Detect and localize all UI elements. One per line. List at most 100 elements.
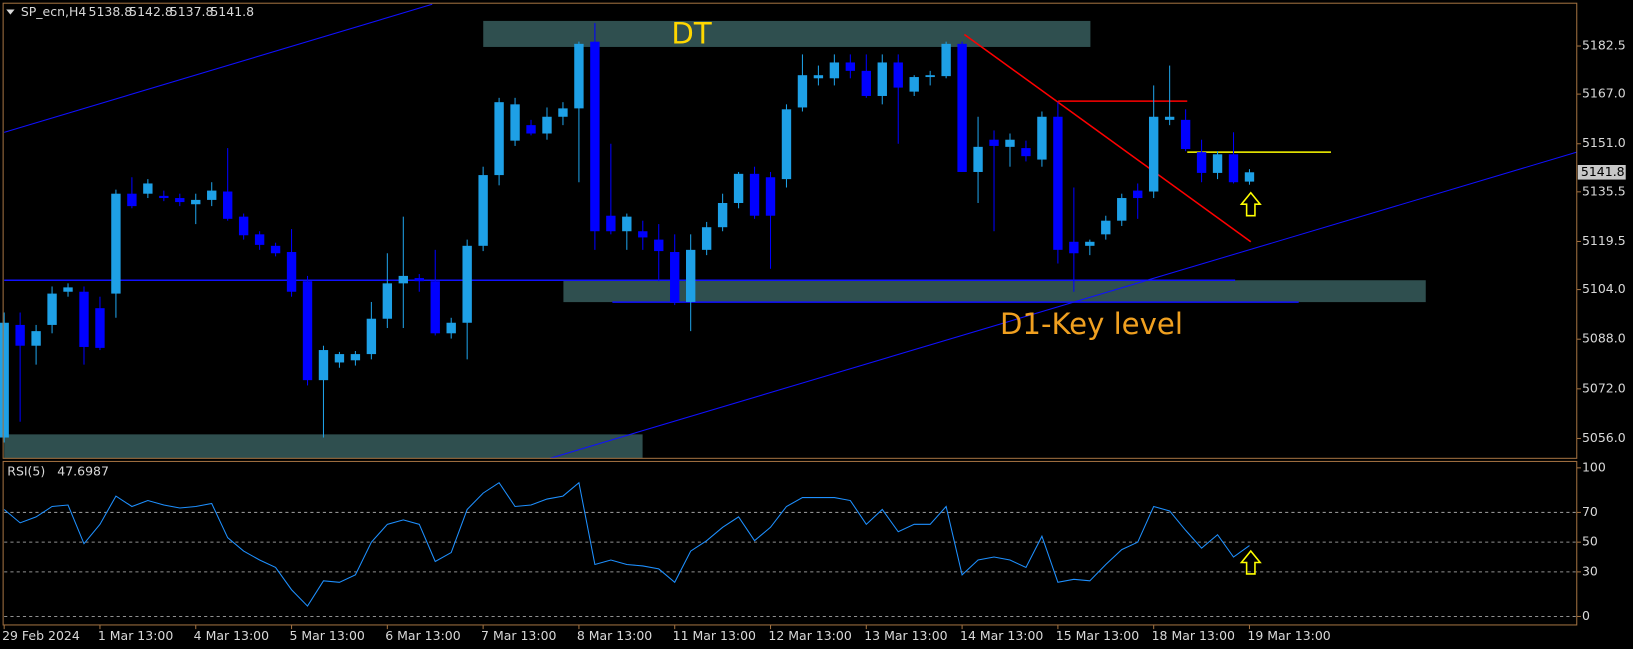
candle-body bbox=[701, 227, 712, 250]
candle-body bbox=[143, 183, 153, 194]
candle-body bbox=[1228, 154, 1239, 183]
candle-body bbox=[1021, 148, 1031, 157]
candle-body bbox=[1148, 116, 1159, 192]
candle-body bbox=[175, 198, 185, 203]
candle-body bbox=[1069, 241, 1079, 254]
candle-body bbox=[254, 234, 265, 245]
candle-body bbox=[414, 278, 424, 282]
rsi-name: RSI(5) bbox=[7, 463, 45, 478]
candle-body bbox=[749, 173, 760, 216]
y-tick-label: 5072.0 bbox=[1582, 380, 1626, 395]
y-tick-label: 5135.5 bbox=[1582, 183, 1626, 198]
candle-body bbox=[526, 125, 536, 134]
candle-body bbox=[733, 173, 744, 204]
candle-body bbox=[270, 245, 281, 254]
candle-body bbox=[191, 199, 201, 205]
menu-icon[interactable] bbox=[6, 9, 15, 15]
y-tick-label: 5151.0 bbox=[1582, 135, 1626, 150]
candle-body bbox=[478, 175, 488, 246]
annotation: D1-Key level bbox=[1000, 307, 1183, 341]
rsi-pane-frame bbox=[2, 460, 1578, 626]
candle-body bbox=[222, 191, 233, 219]
y-tick-label: 30 bbox=[1582, 563, 1598, 578]
candle-body bbox=[382, 283, 393, 319]
candle-body bbox=[79, 291, 89, 347]
x-tick-label: 1 Mar 13:00 bbox=[98, 628, 173, 643]
candle-body bbox=[366, 318, 377, 355]
header-value: 5141.8 bbox=[210, 4, 254, 19]
candle-body bbox=[861, 70, 871, 96]
up-arrow bbox=[1239, 549, 1262, 575]
x-tick-label: 4 Mar 13:00 bbox=[194, 628, 269, 643]
candle-body bbox=[510, 104, 520, 141]
candle-body bbox=[685, 249, 696, 302]
candle-body bbox=[446, 322, 456, 334]
x-tick-label: 15 Mar 13:00 bbox=[1056, 628, 1139, 643]
header-value: 5137.8 bbox=[170, 4, 214, 19]
x-tick-label: 18 Mar 13:00 bbox=[1152, 628, 1235, 643]
candle-body bbox=[1196, 152, 1207, 173]
x-tick-label: 13 Mar 13:00 bbox=[864, 628, 947, 643]
candle-body bbox=[1037, 116, 1047, 160]
candle-body bbox=[238, 216, 249, 236]
candle-body bbox=[558, 108, 568, 117]
candle-body bbox=[1053, 116, 1063, 250]
candle-body bbox=[111, 193, 121, 294]
header-value: 5142.8 bbox=[129, 4, 173, 19]
trend-line bbox=[963, 33, 1252, 243]
candle-body bbox=[829, 62, 840, 79]
candle-body bbox=[845, 62, 856, 71]
candle-body bbox=[1133, 190, 1143, 199]
y-tick-label: 50 bbox=[1582, 534, 1598, 549]
zone bbox=[483, 20, 1091, 47]
x-tick-label: 8 Mar 13:00 bbox=[577, 628, 652, 643]
candle-body bbox=[813, 75, 824, 79]
y-tick-label: 5088.0 bbox=[1582, 331, 1626, 346]
candle-body bbox=[1180, 119, 1191, 150]
zone bbox=[563, 280, 1426, 303]
y-tick-label: 70 bbox=[1582, 504, 1598, 519]
candle-body bbox=[957, 43, 967, 172]
x-tick-label: 12 Mar 13:00 bbox=[768, 628, 851, 643]
trend-line bbox=[4, 3, 433, 133]
x-tick-label: 6 Mar 13:00 bbox=[385, 628, 460, 643]
x-tick-label: 19 Mar 13:00 bbox=[1247, 628, 1330, 643]
candle-body bbox=[286, 252, 297, 292]
candle-body bbox=[797, 75, 808, 108]
trend-line bbox=[549, 151, 1577, 459]
rsi-value: 47.6987 bbox=[57, 463, 109, 478]
y-tick-label: 5167.0 bbox=[1582, 86, 1626, 101]
candle-body bbox=[781, 109, 792, 180]
candle-body bbox=[1005, 139, 1015, 147]
x-tick-label: 7 Mar 13:00 bbox=[481, 628, 556, 643]
candle-body bbox=[1101, 220, 1111, 235]
price-label: 5141.8 bbox=[1581, 164, 1625, 179]
candle-body bbox=[717, 203, 728, 228]
candle-body bbox=[638, 231, 648, 238]
candle-body bbox=[462, 245, 472, 323]
header-value: 5138.8 bbox=[89, 4, 133, 19]
candle-body bbox=[1085, 241, 1095, 246]
symbol: SP_ecn,H4 bbox=[21, 4, 87, 19]
x-tick-label: 5 Mar 13:00 bbox=[289, 628, 364, 643]
y-tick-label: 100 bbox=[1582, 459, 1606, 474]
candle-body bbox=[159, 195, 169, 199]
candle-body bbox=[1164, 116, 1175, 120]
candle-body bbox=[47, 293, 57, 325]
candle-body bbox=[63, 287, 73, 292]
marks bbox=[0, 23, 1577, 618]
rsi-line bbox=[3, 481, 1250, 607]
price-label-bg bbox=[1577, 164, 1626, 180]
y-tick-label: 0 bbox=[1582, 608, 1590, 623]
candle-body bbox=[574, 43, 584, 109]
candle-body bbox=[95, 308, 105, 348]
candle-body bbox=[207, 190, 217, 200]
up-arrow bbox=[1239, 191, 1262, 217]
candle-body bbox=[494, 102, 504, 176]
candle-body bbox=[925, 75, 935, 78]
candle-body bbox=[654, 239, 664, 252]
y-tick-label: 5056.0 bbox=[1582, 430, 1626, 445]
zone bbox=[4, 434, 643, 459]
